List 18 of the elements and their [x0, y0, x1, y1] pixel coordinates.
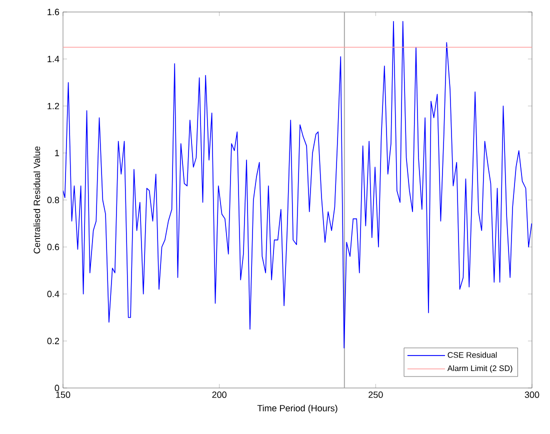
legend-label: CSE Residual [448, 352, 497, 358]
legend-label: Alarm Limit (2 SD) [447, 365, 512, 373]
x-tick-label: 300 [524, 392, 540, 398]
y-tick-label: 1.6 [48, 8, 60, 16]
y-tick-label: 0.4 [47, 290, 60, 298]
y-tick-label: 1.4 [48, 56, 60, 62]
y-axis-title: Centralised Residual Value [33, 146, 40, 254]
line-series [63, 20, 532, 348]
y-tick-label: 0 [54, 384, 60, 392]
x-tick-label: 150 [56, 392, 70, 398]
y-tick-label: 1 [55, 150, 60, 156]
x-tick-label: 200 [212, 392, 226, 398]
y-tick-label: 0.2 [47, 338, 60, 344]
y-tick-label: 0.8 [47, 196, 60, 204]
x-tick-label: 250 [368, 392, 383, 398]
y-tick-label: 0.6 [47, 244, 60, 250]
y-tick-label: 1.2 [48, 102, 60, 110]
x-axis-title: Time Period (Hours) [257, 404, 338, 414]
